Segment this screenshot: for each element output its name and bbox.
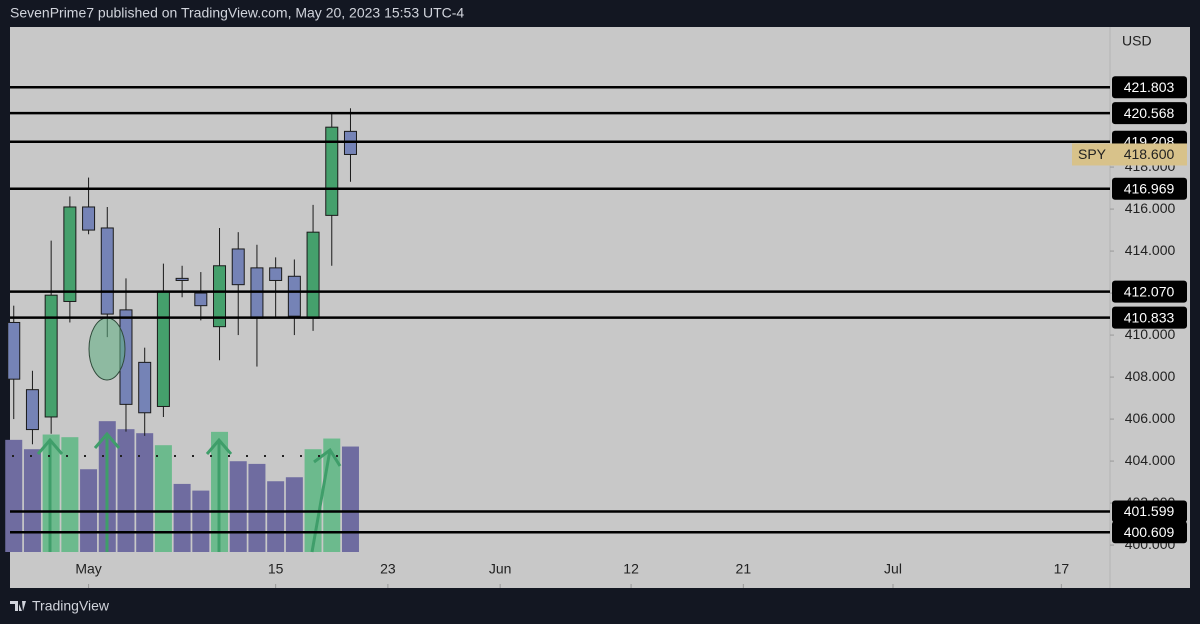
- volume-bar: [285, 477, 303, 552]
- candle-body: [287, 275, 301, 317]
- candle-body: [63, 206, 77, 302]
- x-tick-label: 17: [1054, 561, 1070, 577]
- x-tick-label: Jul: [884, 561, 902, 577]
- x-tick-label: 23: [380, 561, 396, 577]
- candle-body: [25, 389, 39, 431]
- candle-body: [325, 126, 339, 216]
- arrow-head: [205, 437, 233, 455]
- level-tag: [1112, 521, 1187, 544]
- candle-body: [156, 290, 170, 407]
- candle-body: [44, 294, 58, 418]
- arrow: [310, 449, 332, 553]
- level-tag: [1112, 280, 1187, 303]
- volume-bar: [173, 483, 191, 552]
- candle-body: [175, 277, 189, 281]
- candle-body: [269, 267, 283, 281]
- x-tick-label: 21: [736, 561, 752, 577]
- volume-bar: [267, 481, 285, 552]
- candle-body: [231, 248, 245, 286]
- level-tag: [1112, 306, 1187, 329]
- y-tick-label: 416.000: [1125, 200, 1176, 216]
- brand-logo: [10, 601, 26, 611]
- y-tick-label: 406.000: [1125, 410, 1176, 426]
- x-tick-label: May: [75, 561, 101, 577]
- candle-body: [100, 227, 114, 315]
- publish-info: SevenPrime7 published on TradingView.com…: [10, 5, 464, 21]
- level-label: 416.969: [1124, 180, 1175, 196]
- volume-bar: [23, 449, 41, 552]
- candle-body: [138, 361, 152, 414]
- x-tick-label: 12: [623, 561, 639, 577]
- y-tick-label: 404.000: [1125, 452, 1176, 468]
- volume-bar: [154, 445, 172, 552]
- level-label: 410.833: [1124, 309, 1175, 325]
- currency-label: USD: [1122, 33, 1152, 49]
- arrow-head: [93, 431, 121, 449]
- y-tick-label: 410.000: [1125, 326, 1176, 342]
- volume-bar: [61, 437, 79, 552]
- last-price-tag: [1072, 143, 1187, 166]
- level-tag: [1112, 76, 1187, 99]
- last-price-label: 418.600: [1124, 146, 1175, 162]
- candle-body: [194, 292, 208, 307]
- volume-bar: [5, 439, 23, 552]
- volume-bar: [248, 463, 266, 552]
- y-tick-label: 408.000: [1125, 368, 1176, 384]
- arrow-head: [36, 437, 64, 455]
- volume-bar: [192, 490, 210, 552]
- level-label: 400.609: [1124, 524, 1175, 540]
- candle-body: [7, 321, 21, 380]
- candle-body: [213, 265, 227, 328]
- level-tag: [1112, 177, 1187, 200]
- volume-bar: [136, 433, 154, 552]
- level-label: 420.568: [1124, 105, 1175, 121]
- x-tick-label: 15: [268, 561, 284, 577]
- level-tag: [1112, 500, 1187, 523]
- candle-body: [82, 206, 96, 231]
- last-price-symbol: SPY: [1078, 146, 1107, 162]
- volume-bar: [304, 449, 322, 552]
- highlight-ellipse: [88, 317, 126, 381]
- volume-bar: [117, 429, 135, 552]
- x-tick-label: Jun: [489, 561, 512, 577]
- level-label: 421.803: [1124, 79, 1175, 95]
- y-tick-label: 414.000: [1125, 242, 1176, 258]
- candle-body: [306, 231, 320, 319]
- candle-body: [250, 267, 264, 319]
- level-tag: [1112, 102, 1187, 125]
- volume-bar: [229, 461, 247, 552]
- level-label: 401.599: [1124, 503, 1175, 519]
- arrow-head: [313, 447, 342, 467]
- level-label: 412.070: [1124, 283, 1175, 299]
- volume-bar: [341, 446, 359, 552]
- brand: TradingView: [32, 598, 110, 614]
